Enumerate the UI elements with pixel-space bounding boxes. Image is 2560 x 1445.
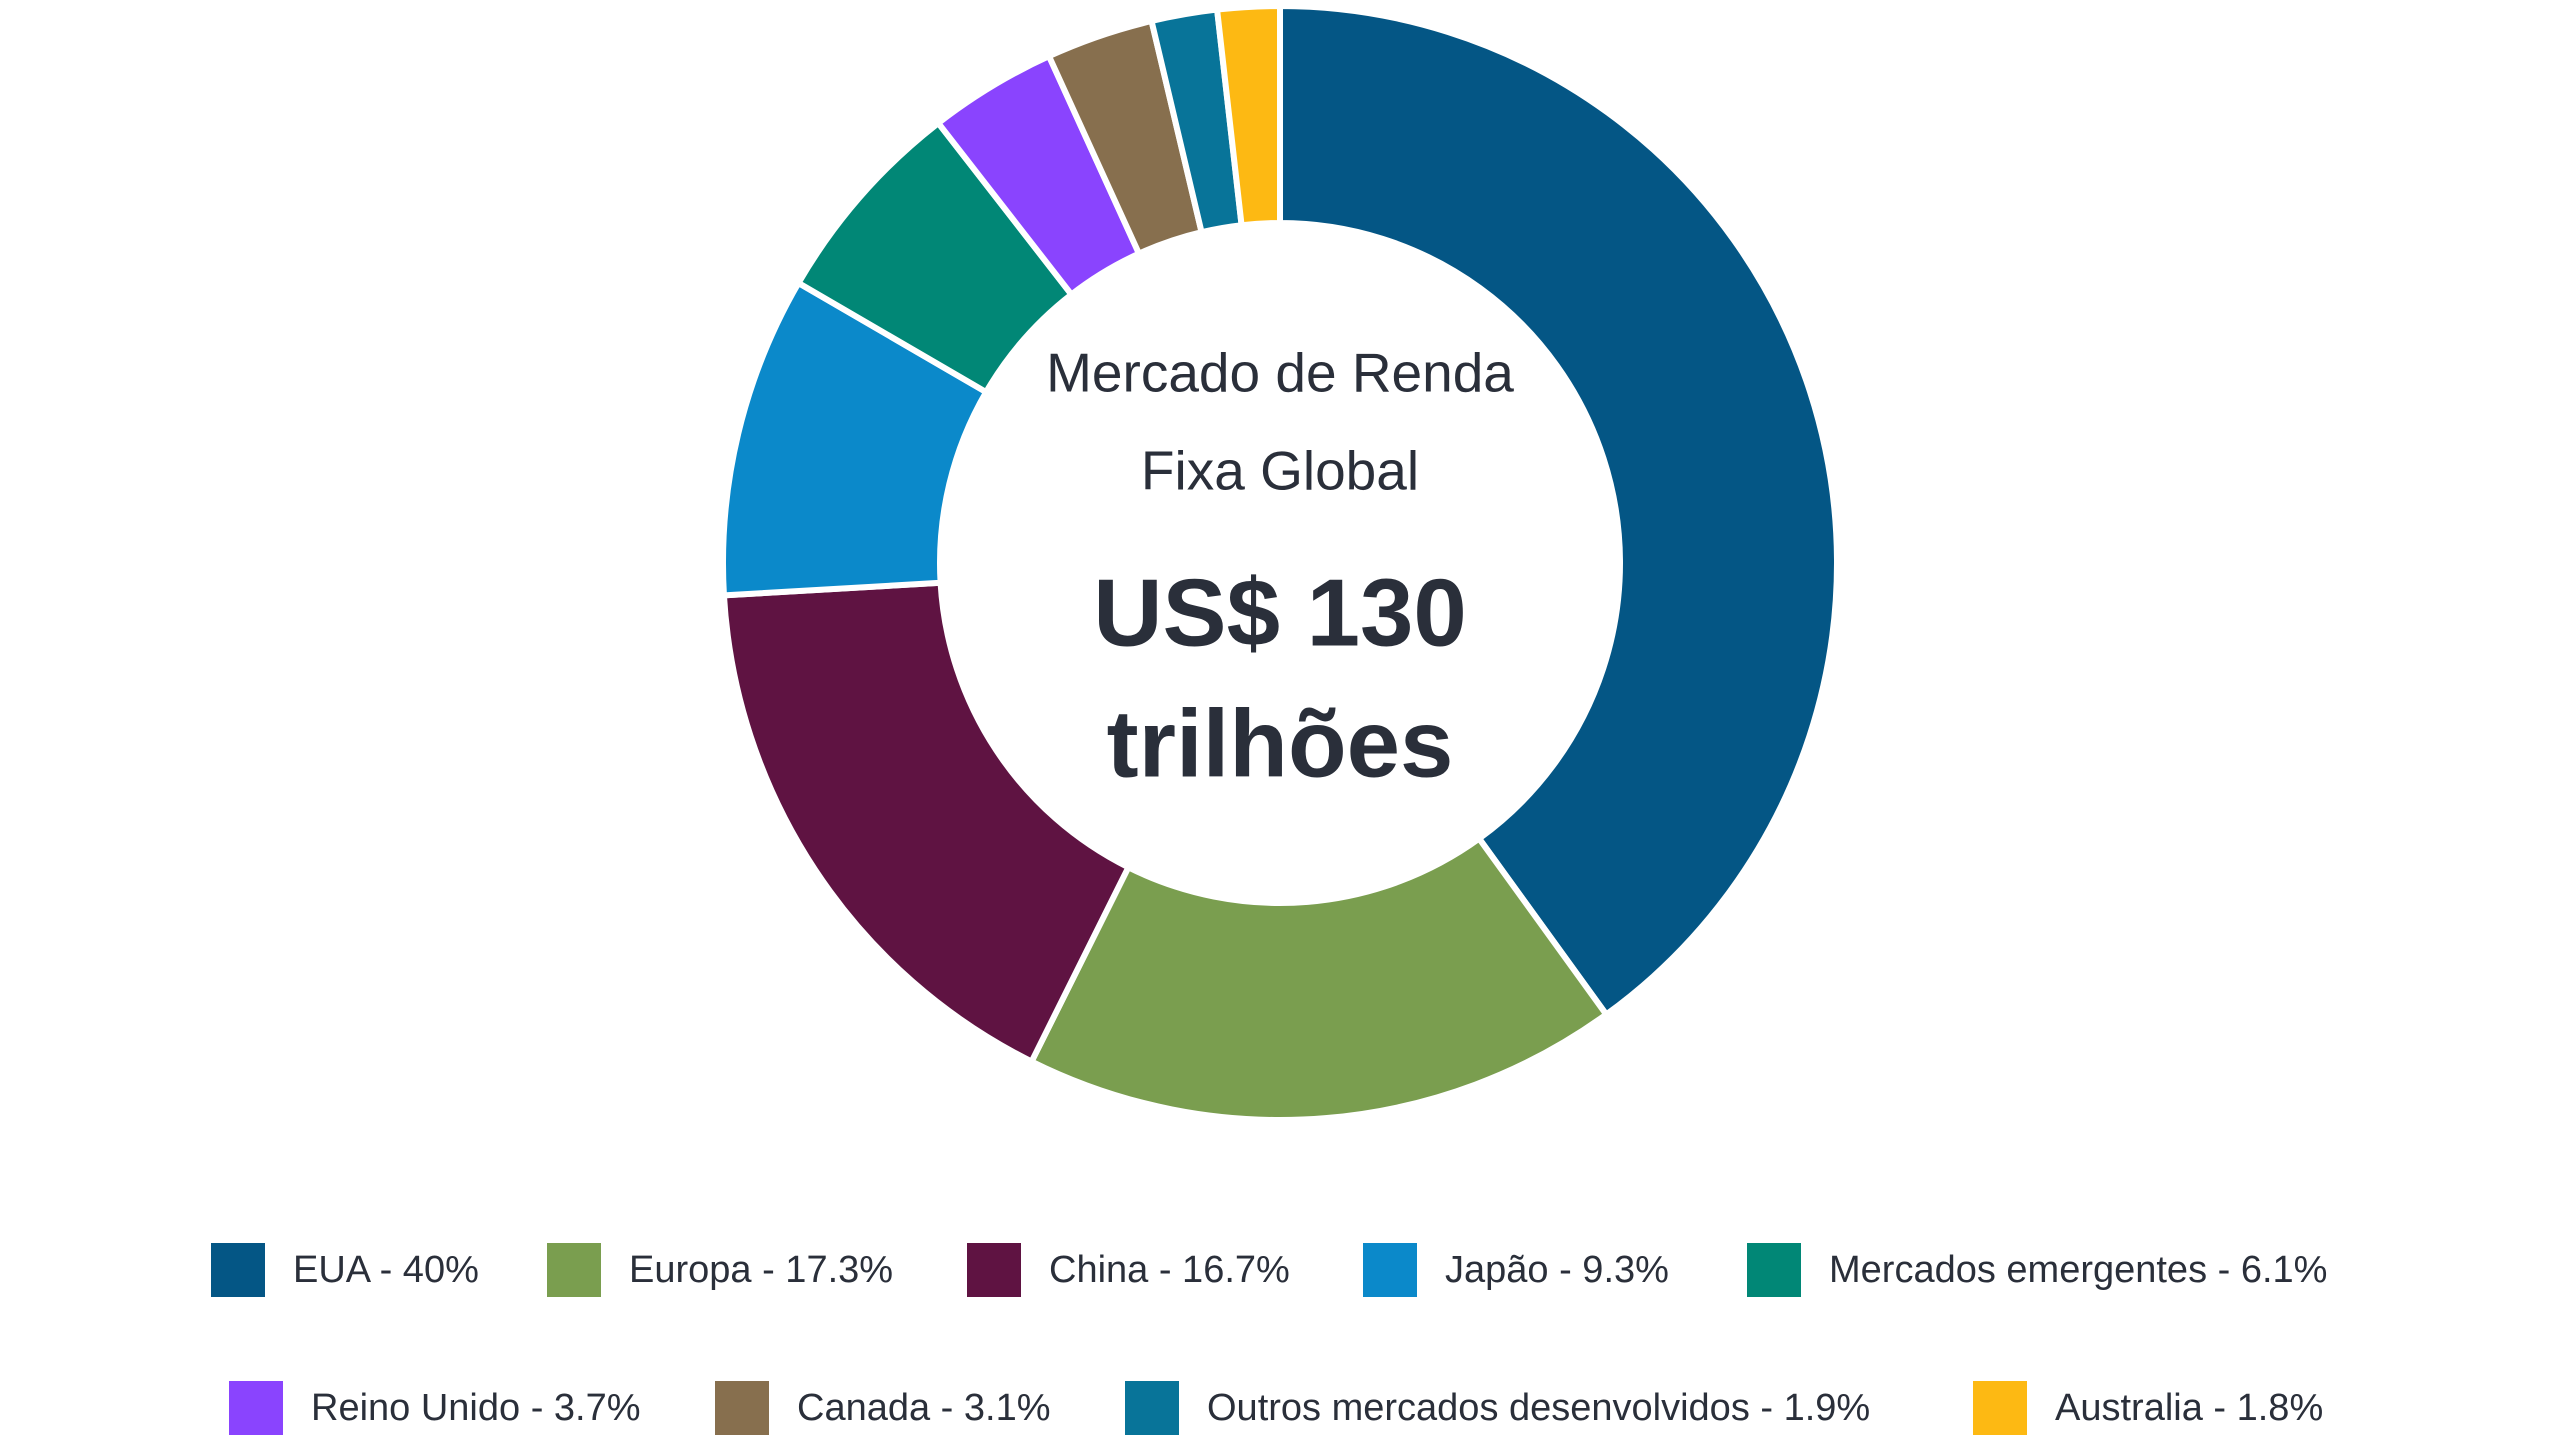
legend-swatch [211, 1243, 265, 1297]
legend-swatch [1125, 1381, 1179, 1435]
legend-label: Japão - 9.3% [1445, 1249, 1669, 1291]
legend-swatch [715, 1381, 769, 1435]
legend-swatch [229, 1381, 283, 1435]
legend-swatch [547, 1243, 601, 1297]
legend-label: Outros mercados desenvolvidos - 1.9% [1207, 1387, 1870, 1429]
legend-swatch [1747, 1243, 1801, 1297]
legend-label: Europa - 17.3% [629, 1249, 893, 1291]
center-label: Mercado de Renda [1046, 342, 1514, 404]
legend-swatch [1363, 1243, 1417, 1297]
center-value: US$ 130 [1093, 559, 1467, 666]
legend-label: EUA - 40% [293, 1249, 479, 1291]
donut-slice [1213, 2, 1283, 229]
legend-label: Canada - 3.1% [797, 1387, 1051, 1429]
donut-slice [720, 579, 1133, 1066]
legend-label: Australia - 1.8% [2055, 1387, 2323, 1429]
legend-label: China - 16.7% [1049, 1249, 1290, 1291]
donut-slice [1027, 834, 1611, 1123]
center-value: trilhões [1107, 690, 1454, 797]
legend-swatch [1973, 1381, 2027, 1435]
legend-swatch [967, 1243, 1021, 1297]
legend-label: Mercados emergentes - 6.1% [1829, 1249, 2327, 1291]
legend-label: Reino Unido - 3.7% [311, 1387, 641, 1429]
center-label: Fixa Global [1141, 440, 1419, 502]
donut-slice [1277, 2, 1840, 1019]
